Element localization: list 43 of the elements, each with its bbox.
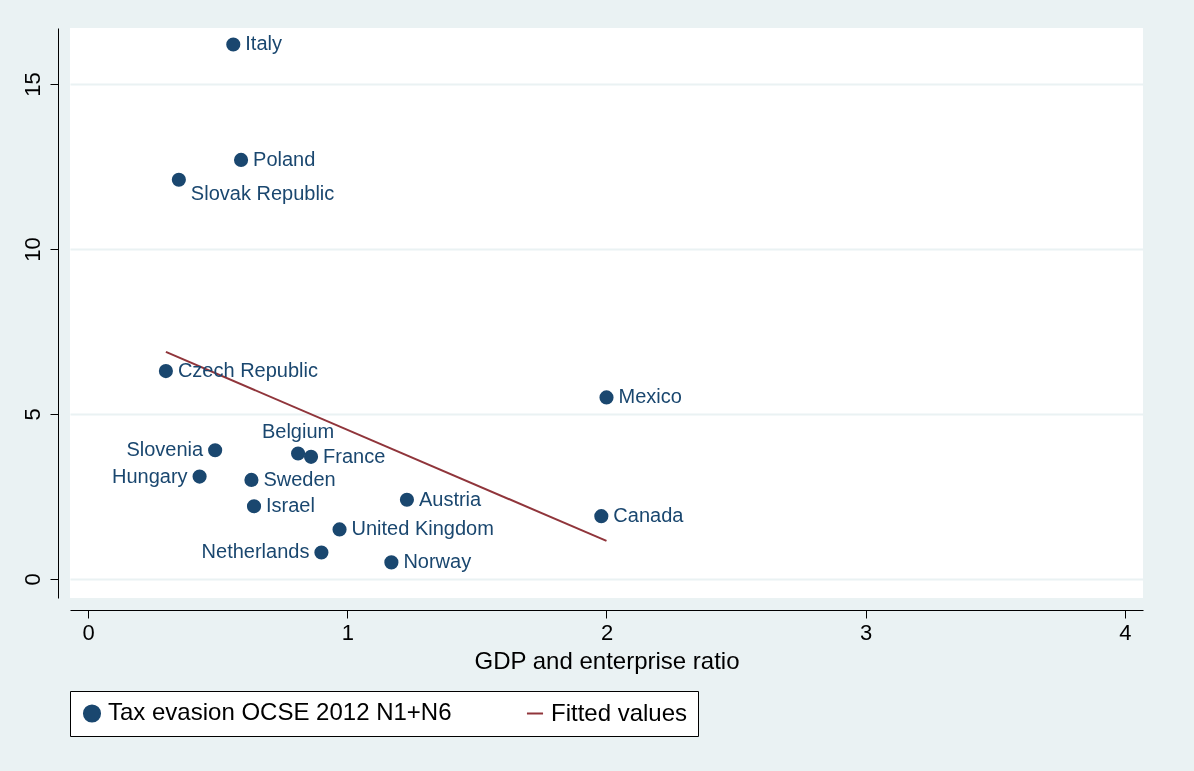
- legend-label: Tax evasion OCSE 2012 N1+N6: [108, 698, 452, 726]
- x-tick-label: 2: [600, 619, 614, 645]
- point: [158, 364, 173, 379]
- x-axis-title: GDP and enterprise ratio: [474, 646, 740, 674]
- point: [208, 443, 223, 458]
- x-tick-label: 3: [860, 619, 873, 645]
- y-tick-label: 10: [19, 237, 45, 262]
- point: [332, 522, 347, 537]
- x-tick-label: 4: [1119, 619, 1132, 645]
- annotation: Slovak Republic: [190, 181, 335, 204]
- annotation: Belgium: [261, 419, 335, 442]
- annotation: Slovenia: [126, 438, 205, 461]
- annotation: Sweden: [263, 467, 336, 490]
- point: [399, 492, 414, 507]
- y-tick-label: 15: [19, 72, 45, 97]
- point: [314, 545, 329, 560]
- annotation: Netherlands: [201, 540, 310, 563]
- annotation: Italy: [245, 32, 282, 55]
- point: [244, 472, 259, 487]
- annotation: France: [323, 444, 386, 467]
- point: [291, 446, 306, 461]
- legend-label: Fitted values: [551, 698, 688, 726]
- y-tick-label: 0: [19, 573, 45, 586]
- point: [233, 152, 249, 167]
- x-tick-label: 1: [341, 619, 354, 645]
- point: [246, 499, 262, 514]
- annotation: Mexico: [618, 385, 682, 408]
- annotation: Israel: [266, 494, 315, 517]
- annotation: Canada: [613, 504, 685, 527]
- annotation: Norway: [403, 550, 472, 573]
- annotation: Austria: [418, 487, 483, 510]
- point: [384, 555, 399, 570]
- point: [303, 449, 319, 464]
- point: [599, 390, 614, 405]
- x-tick-label: 0: [82, 619, 95, 645]
- point: [192, 469, 207, 484]
- y-tick-label: 5: [19, 408, 45, 421]
- point: [226, 37, 241, 52]
- annotation: United Kingdom: [351, 517, 494, 540]
- point: [171, 172, 186, 187]
- annotation: Hungary: [111, 464, 188, 487]
- point: [594, 509, 609, 524]
- annotation: Poland: [253, 147, 316, 170]
